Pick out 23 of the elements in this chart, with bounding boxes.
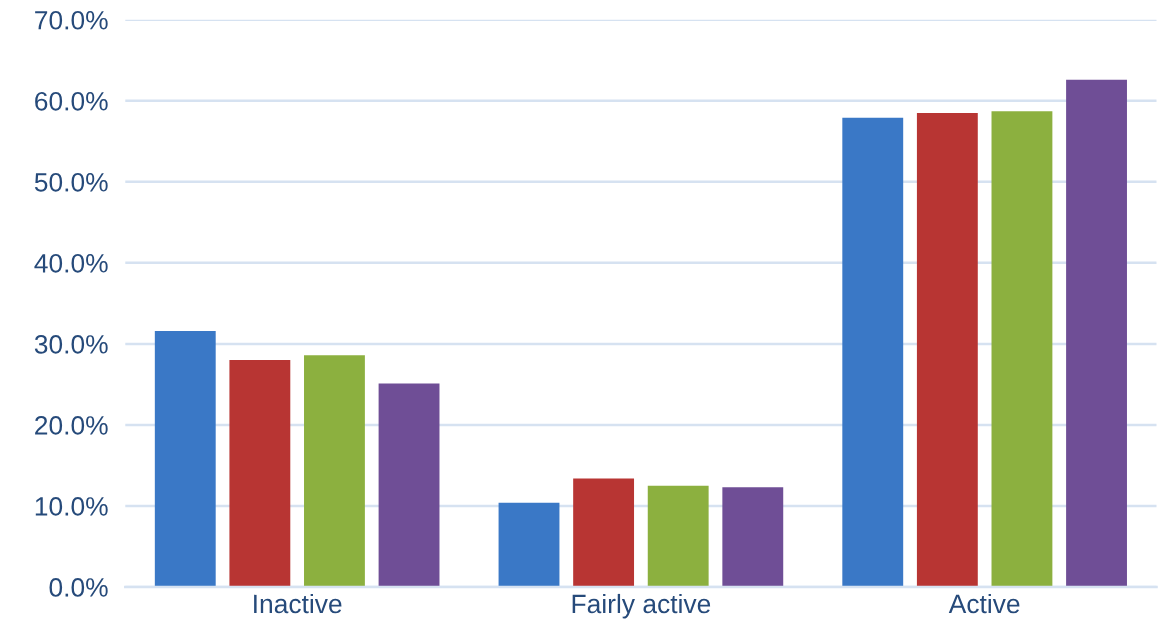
y-tick-label: 60.0%	[35, 91, 108, 111]
x-tick-label: Inactive	[254, 593, 342, 614]
y-tick-label: 0.0%	[49, 578, 108, 597]
bar	[378, 383, 440, 587]
x-tick-label: Fairly active	[572, 593, 711, 619]
bar	[1066, 79, 1127, 587]
bar	[842, 117, 904, 587]
y-tick-label: 30.0%	[34, 335, 108, 354]
bar	[991, 111, 1053, 587]
y-tick-label: 50.0%	[34, 172, 108, 192]
bar	[304, 355, 365, 587]
y-tick-label: 40.0%	[34, 253, 108, 273]
y-tick-label: 10.0%	[35, 497, 108, 516]
bar	[573, 478, 635, 587]
bar	[154, 330, 216, 587]
bar	[229, 360, 291, 587]
bar	[722, 487, 784, 587]
bar	[498, 502, 560, 587]
bar	[916, 112, 978, 587]
y-tick-label: 70.0%	[35, 10, 108, 30]
x-tick-label: Active	[948, 593, 1020, 614]
bar	[647, 485, 709, 587]
y-tick-label: 20.0%	[35, 416, 108, 435]
